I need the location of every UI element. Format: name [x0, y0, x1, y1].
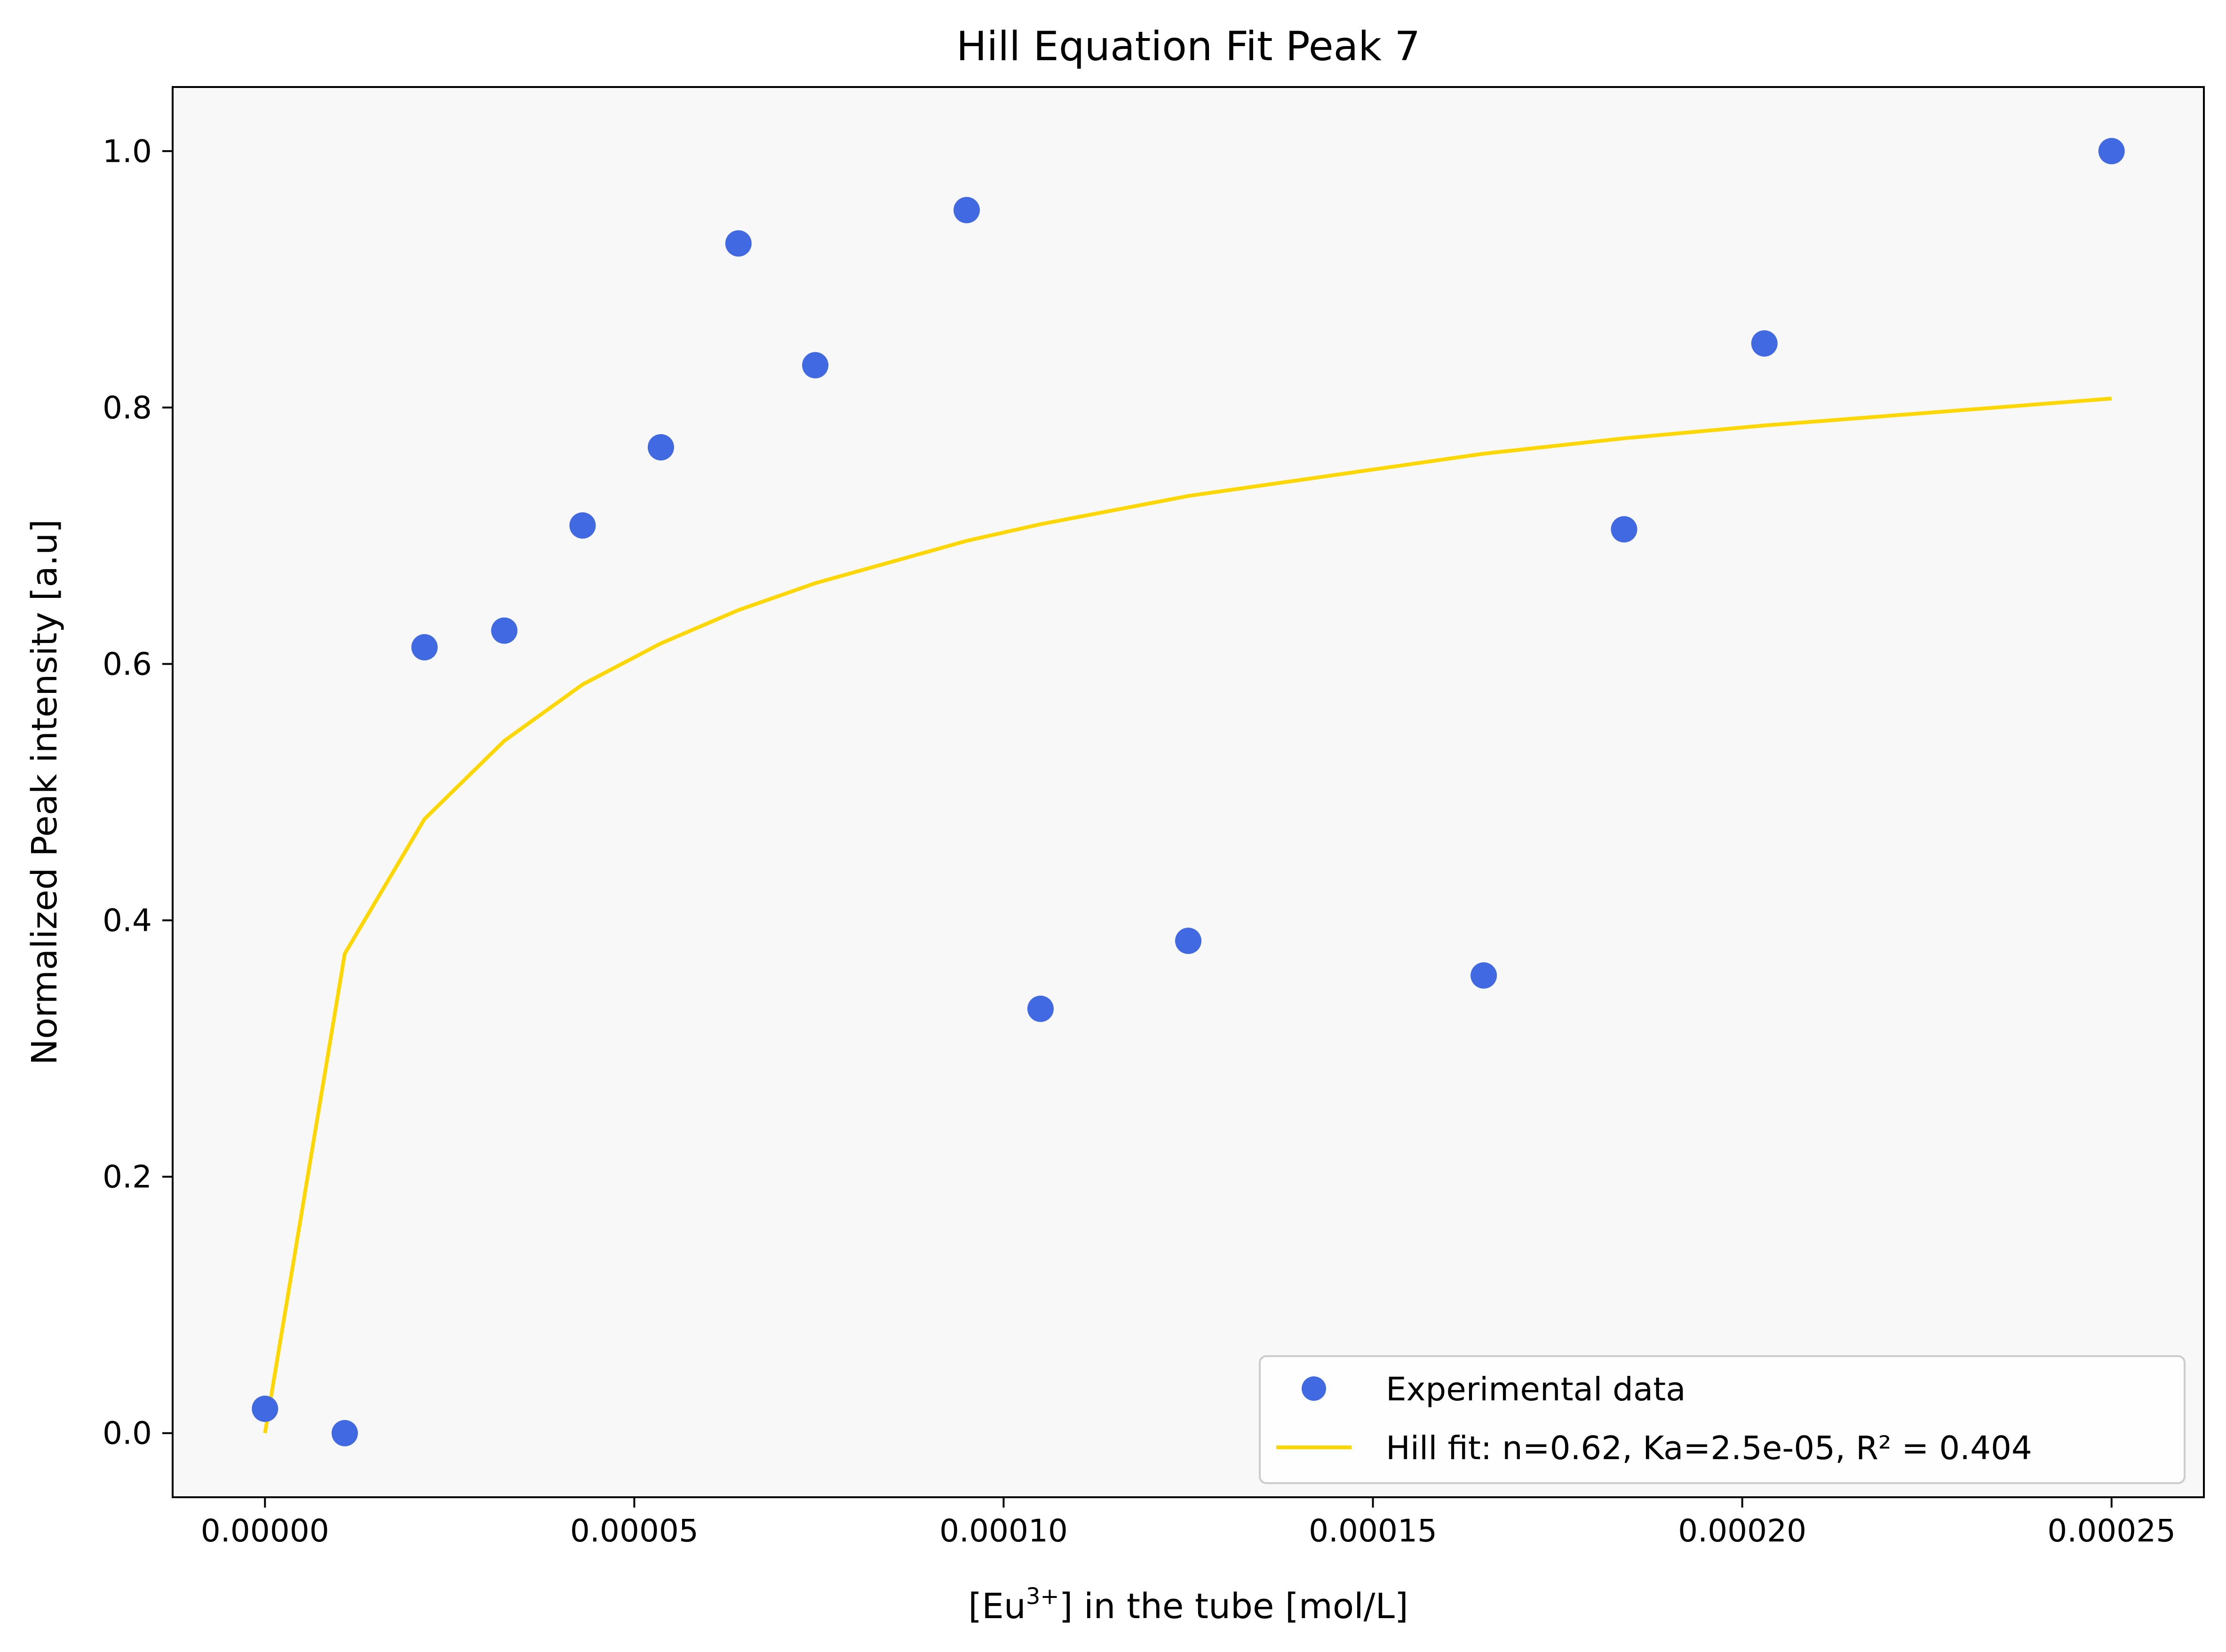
x-axis-label-post: ] in the tube [mol/L] [1059, 1586, 1408, 1627]
data-point [569, 512, 596, 539]
x-axis-label: [Eu3+] in the tube [mol/L] [968, 1583, 1408, 1627]
x-tick-label: 0.00015 [1309, 1513, 1437, 1549]
x-axis-label-pre: [Eu [968, 1586, 1026, 1627]
data-point [1027, 995, 1054, 1022]
data-point [1175, 928, 1201, 954]
y-tick-label: 0.0 [103, 1415, 152, 1452]
y-tick-label: 1.0 [103, 133, 152, 169]
hill-fit-line [263, 397, 2112, 1434]
legend-marker-experimental [1302, 1376, 1326, 1401]
data-point [953, 197, 980, 223]
data-point [2098, 138, 2125, 165]
data-point [331, 1420, 358, 1446]
legend-label-hill-fit: Hill fit: n=0.62, Ka=2.5e-05, R² = 0.404 [1386, 1430, 2032, 1467]
legend: Experimental data Hill fit: n=0.62, Ka=2… [1259, 1355, 2186, 1484]
x-tick-label: 0.00025 [2047, 1513, 2176, 1549]
experimental-data-points [252, 138, 2125, 1446]
x-axis-ticks: 0.00000 0.00005 0.00010 0.00015 0.00020 0.000… [201, 1497, 2176, 1549]
chart-title: Hill Equation Fit Peak 7 [956, 23, 1420, 70]
data-point [1751, 330, 1778, 357]
y-axis-ticks: 0.0 0.2 0.4 0.6 0.8 1.0 [103, 133, 173, 1452]
y-axis-label: Normalized Peak intensity [a.u] [24, 519, 65, 1065]
plot-area [173, 87, 2204, 1497]
data-point [802, 352, 829, 379]
y-tick-label: 0.8 [103, 389, 152, 426]
data-point [491, 617, 518, 644]
y-tick-label: 0.4 [103, 903, 152, 939]
data-point [1471, 962, 1497, 989]
x-axis-label-superscript: 3+ [1026, 1583, 1059, 1610]
x-tick-label: 0.00005 [570, 1513, 699, 1549]
x-tick-label: 0.00010 [939, 1513, 1068, 1549]
legend-box [1259, 1355, 2186, 1484]
data-point [252, 1395, 278, 1422]
plot-frame [172, 86, 2205, 1498]
y-tick-label: 0.6 [103, 646, 152, 682]
legend-label-experimental: Experimental data [1386, 1371, 1685, 1408]
y-tick-label: 0.2 [103, 1159, 152, 1195]
x-tick-label: 0.00020 [1678, 1513, 1806, 1549]
data-point [1611, 516, 1638, 543]
data-point [411, 634, 438, 661]
data-point [647, 434, 674, 461]
x-tick-label: 0.00000 [201, 1513, 329, 1549]
data-point [725, 230, 752, 257]
